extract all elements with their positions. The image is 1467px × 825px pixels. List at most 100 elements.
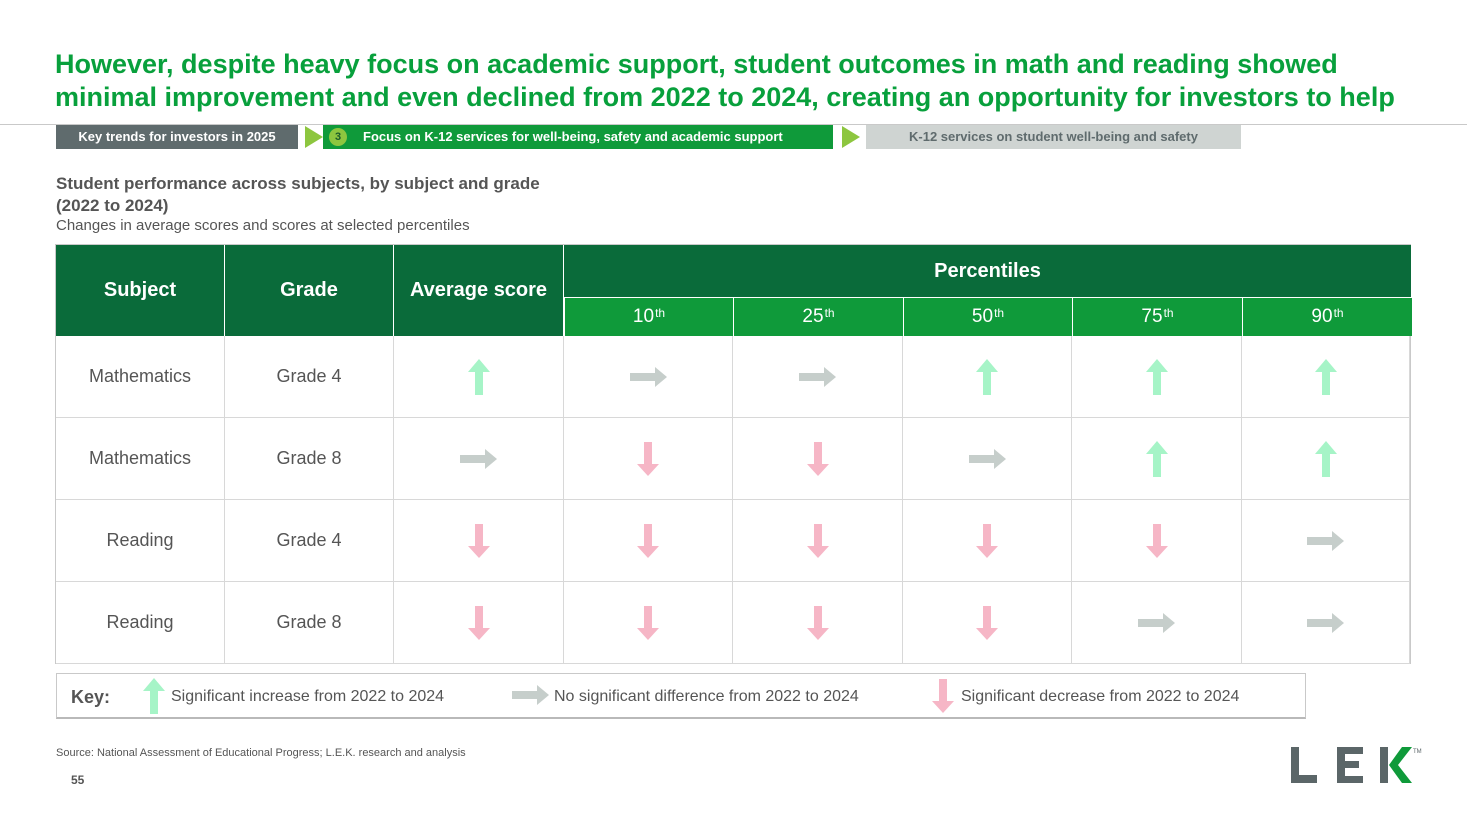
chart-title-line-1: Student performance across subjects, by … <box>56 174 540 193</box>
cell-trend <box>564 336 733 418</box>
cell-trend <box>394 336 564 418</box>
lek-logo: TM <box>1291 747 1422 783</box>
arrow-down-icon <box>976 523 998 558</box>
cell-trend <box>903 336 1072 418</box>
header-subject: Subject <box>56 245 225 336</box>
cell-trend <box>1242 418 1410 500</box>
percentile-suffix: th <box>994 306 1005 320</box>
key-no-change-label: No significant difference from 2022 to 2… <box>554 688 859 705</box>
cell-trend <box>394 582 564 664</box>
arrow-down-icon <box>467 523 490 558</box>
percentile-suffix: th <box>655 306 666 320</box>
cell-trend <box>564 418 733 500</box>
cell-trend <box>394 418 564 500</box>
cell-trend <box>1072 418 1242 500</box>
cell-trend <box>394 500 564 582</box>
cell-trend <box>733 336 903 418</box>
arrow-right-icon <box>460 448 497 469</box>
cell-trend <box>1242 336 1410 418</box>
cell-trend <box>1072 582 1242 664</box>
breadcrumb-step-1[interactable]: Key trends for investors in 2025 <box>56 125 298 149</box>
cell-subject: Reading <box>56 500 225 582</box>
chart-title-line-2: (2022 to 2024) <box>56 196 169 215</box>
step-number-badge: 3 <box>329 128 347 146</box>
cell-grade: Grade 8 <box>225 582 394 664</box>
percentile-suffix: th <box>1333 306 1344 320</box>
percentile-number: 10 <box>632 306 655 327</box>
arrow-right-icon <box>1307 530 1344 551</box>
arrow-down-icon <box>932 679 954 713</box>
cell-trend <box>1072 500 1242 582</box>
cell-trend <box>1242 582 1410 664</box>
key-increase-label: Significant increase from 2022 to 2024 <box>171 688 445 705</box>
page-number: 55 <box>71 773 85 787</box>
breadcrumb-step-2[interactable]: Focus on K-12 services for well-being, s… <box>323 125 833 149</box>
breadcrumb-step-2-label: Focus on K-12 services for well-being, s… <box>363 129 783 144</box>
arrow-right-icon <box>1307 612 1344 633</box>
cell-grade: Grade 4 <box>225 336 394 418</box>
arrow-down-icon <box>467 605 490 640</box>
source-note: Source: National Assessment of Education… <box>56 747 466 759</box>
header-grade: Grade <box>225 245 394 336</box>
cell-trend <box>903 418 1072 500</box>
cell-trend <box>733 500 903 582</box>
chart-subtitle: Changes in average scores and scores at … <box>56 217 470 234</box>
percentile-number: 25 <box>802 306 824 327</box>
breadcrumb-chevron-icon <box>305 126 323 148</box>
arrow-up-icon <box>1314 440 1337 477</box>
cell-trend <box>903 582 1072 664</box>
arrow-right-icon <box>799 366 836 387</box>
cell-subject: Mathematics <box>56 336 225 418</box>
arrow-right-icon <box>1138 612 1175 633</box>
title-divider <box>0 124 1467 125</box>
key-decrease-label: Significant decrease from 2022 to 2024 <box>961 688 1240 705</box>
cell-subject: Mathematics <box>56 418 225 500</box>
arrow-up-icon <box>1145 358 1168 395</box>
arrow-right-icon <box>629 366 667 387</box>
header-percentiles: Percentiles <box>564 245 1411 297</box>
cell-trend <box>564 582 733 664</box>
arrow-down-icon <box>637 441 659 476</box>
arrow-down-icon <box>806 523 829 558</box>
cell-trend <box>903 500 1072 582</box>
percentile-number: 75 <box>1141 306 1163 327</box>
breadcrumb-chevron-icon <box>842 126 860 148</box>
performance-table: Subject Grade Average score Percentiles … <box>55 244 1412 664</box>
breadcrumb-step-3[interactable]: K-12 services on student well-being and … <box>866 125 1241 149</box>
key-label: Key: <box>71 687 111 707</box>
cell-grade: Grade 8 <box>225 418 394 500</box>
percentile-suffix: th <box>1163 306 1174 320</box>
arrow-down-icon <box>637 605 659 640</box>
arrow-down-icon <box>976 605 998 640</box>
cell-trend <box>733 582 903 664</box>
arrow-right-icon <box>968 448 1006 469</box>
arrow-down-icon <box>806 441 829 476</box>
page-title: However, despite heavy focus on academic… <box>55 49 1395 112</box>
cell-grade: Grade 4 <box>225 500 394 582</box>
arrow-up-icon <box>976 358 998 395</box>
cell-trend <box>564 500 733 582</box>
cell-trend <box>733 418 903 500</box>
arrow-down-icon <box>806 605 829 640</box>
legend-key: Key: Significant increase from 2022 to 2… <box>56 673 1306 719</box>
header-average-score: Average score <box>394 245 564 336</box>
percentile-suffix: th <box>824 306 835 320</box>
arrow-up-icon <box>1145 440 1168 477</box>
chart-title: Student performance across subjects, by … <box>56 173 540 217</box>
arrow-down-icon <box>1145 523 1168 558</box>
arrow-up-icon <box>143 678 165 714</box>
percentile-number: 50 <box>971 306 994 327</box>
svg-text:TM: TM <box>1413 749 1422 755</box>
arrow-down-icon <box>637 523 659 558</box>
cell-subject: Reading <box>56 582 225 664</box>
percentile-number: 90 <box>1311 306 1333 327</box>
arrow-up-icon <box>1314 358 1337 395</box>
arrow-right-icon <box>512 685 549 705</box>
arrow-up-icon <box>467 358 490 395</box>
cell-trend <box>1242 500 1410 582</box>
